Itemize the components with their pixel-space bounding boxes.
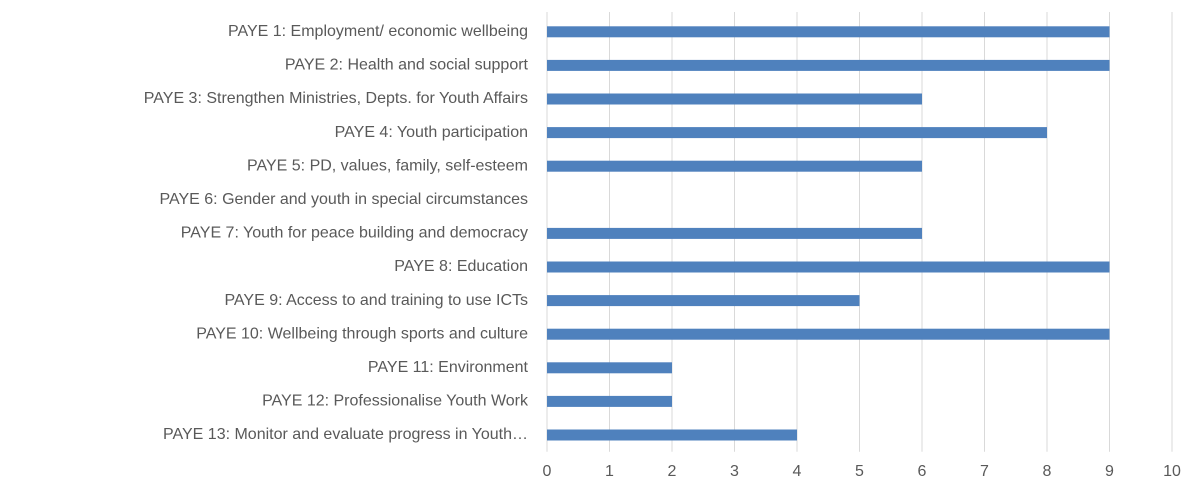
bar <box>547 160 922 172</box>
x-tick-label: 4 <box>793 463 802 480</box>
y-tick-label: PAYE 8: Education <box>394 258 528 275</box>
y-tick-label: PAYE 2: Health and social support <box>285 57 529 74</box>
y-tick-label: PAYE 6: Gender and youth in special circ… <box>160 191 528 208</box>
y-tick-label: PAYE 1: Employment/ economic wellbeing <box>228 23 528 40</box>
y-tick-label: PAYE 3: Strengthen Ministries, Depts. fo… <box>144 90 528 107</box>
x-tick-label: 7 <box>980 463 989 480</box>
x-tick-label: 3 <box>730 463 739 480</box>
y-tick-label: PAYE 4: Youth participation <box>335 124 528 141</box>
x-tick-label: 2 <box>668 463 677 480</box>
bar <box>547 227 922 239</box>
bar <box>547 295 860 307</box>
bar <box>547 395 672 407</box>
y-tick-label: PAYE 7: Youth for peace building and dem… <box>181 225 528 242</box>
y-tick-label: PAYE 10: Wellbeing through sports and cu… <box>196 325 528 342</box>
bar <box>547 362 672 374</box>
y-tick-label: PAYE 9: Access to and training to use IC… <box>224 292 528 309</box>
x-tick-label: 10 <box>1163 463 1181 480</box>
y-tick-label: PAYE 12: Professionalise Youth Work <box>262 393 529 410</box>
bar <box>547 429 797 441</box>
x-tick-label: 0 <box>543 463 552 480</box>
x-tick-label: 8 <box>1043 463 1052 480</box>
y-tick-label: PAYE 11: Environment <box>368 359 529 376</box>
bar <box>547 26 1110 38</box>
x-tick-label: 1 <box>605 463 614 480</box>
x-tick-label: 5 <box>855 463 864 480</box>
y-tick-label: PAYE 13: Monitor and evaluate progress i… <box>163 426 528 443</box>
bar <box>547 93 922 105</box>
bar <box>547 261 1110 273</box>
x-tick-label: 6 <box>918 463 927 480</box>
y-tick-label: PAYE 5: PD, values, family, self-esteem <box>247 157 528 174</box>
bar <box>547 127 1047 139</box>
bar <box>547 59 1110 71</box>
x-tick-label: 9 <box>1105 463 1114 480</box>
bar <box>547 328 1110 340</box>
